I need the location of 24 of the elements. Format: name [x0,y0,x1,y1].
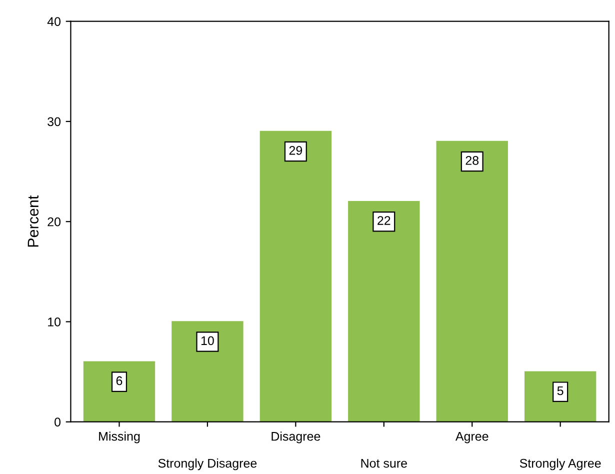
y-tick-label: 0 [54,418,61,427]
bar [260,130,332,422]
y-axis-title: Percent [28,195,39,247]
y-tick-label: 30 [48,117,61,126]
x-tick-label: Not sure [361,458,407,468]
data-label: 22 [378,216,390,225]
bar [172,321,244,422]
x-tick-label: Disagree [272,432,320,444]
y-tick-label: 40 [47,17,61,26]
bar [436,140,508,422]
y-tick-label: 10 [48,318,61,326]
data-label: 5 [557,386,564,396]
x-tick-label: Strongly Disagree [158,458,257,470]
data-label: 10 [201,336,214,346]
x-tick-label: Strongly Agree [520,458,601,470]
bar [83,361,156,422]
x-tick-label: Missing [99,432,140,444]
y-tick-label: 20 [48,217,61,226]
data-label: 29 [289,146,302,155]
data-label: 28 [466,156,479,165]
data-label: 6 [116,376,122,386]
bar [524,371,596,422]
bar [348,201,420,422]
x-tick-label: Agree [455,432,488,444]
